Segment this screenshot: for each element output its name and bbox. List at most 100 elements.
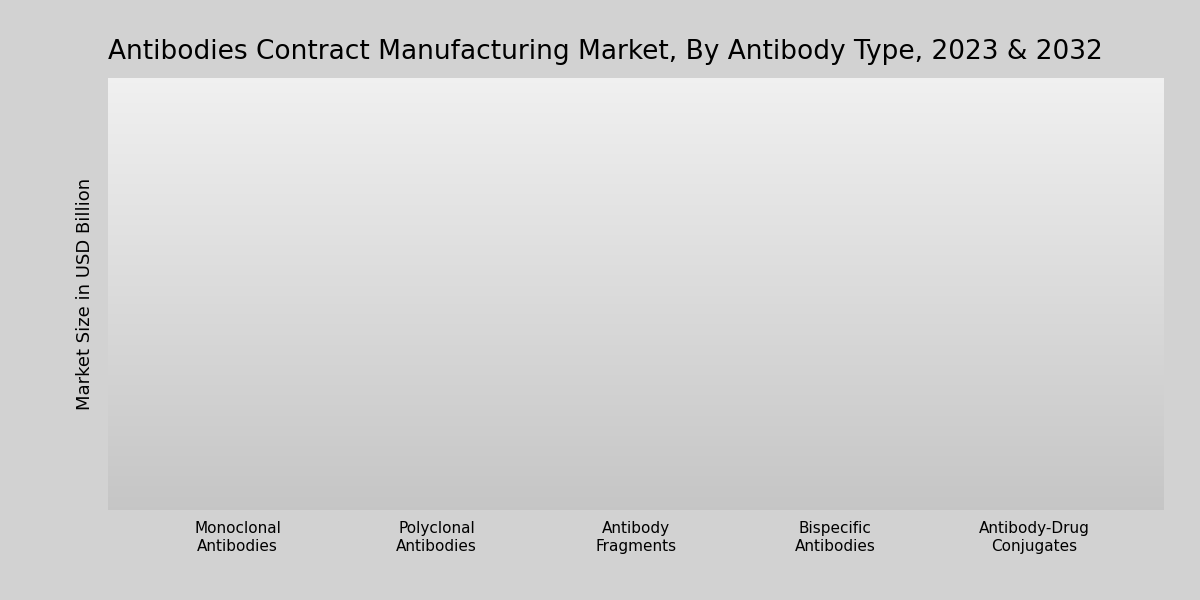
Bar (108, 468, 1164, 469)
Bar (108, 304, 1164, 306)
Bar (108, 371, 1164, 373)
Bar (108, 500, 1164, 502)
Bar (108, 265, 1164, 267)
Y-axis label: Market Size in USD Billion: Market Size in USD Billion (76, 178, 94, 410)
Bar (108, 103, 1164, 105)
Bar (108, 257, 1164, 259)
Bar (108, 120, 1164, 122)
Bar (108, 163, 1164, 164)
Bar (108, 122, 1164, 124)
Bar (108, 176, 1164, 178)
Bar (974, 485, 1034, 510)
Bar (108, 127, 1164, 128)
Bar (108, 215, 1164, 217)
Bar (108, 188, 1164, 190)
Bar (108, 169, 1164, 171)
Bar (108, 328, 1164, 329)
Bar (108, 262, 1164, 263)
Bar (576, 494, 636, 510)
Bar (108, 427, 1164, 429)
Bar (108, 286, 1164, 287)
Bar (108, 83, 1164, 85)
Bar (108, 352, 1164, 353)
Bar (108, 142, 1164, 144)
Bar (108, 164, 1164, 166)
Bar (238, 125, 298, 510)
Bar (108, 154, 1164, 155)
Bar (108, 395, 1164, 397)
Bar (108, 409, 1164, 410)
Bar (108, 478, 1164, 479)
Bar (108, 130, 1164, 132)
Bar (108, 167, 1164, 169)
Bar (108, 115, 1164, 117)
Bar (108, 382, 1164, 383)
Bar (108, 343, 1164, 344)
Bar (108, 140, 1164, 142)
Bar (108, 193, 1164, 194)
Bar (108, 205, 1164, 206)
Bar (108, 370, 1164, 371)
Bar (108, 483, 1164, 485)
Bar (108, 437, 1164, 439)
Bar (108, 390, 1164, 392)
Bar (108, 471, 1164, 473)
Bar (108, 284, 1164, 286)
Bar (108, 149, 1164, 151)
Bar (108, 107, 1164, 109)
Bar (108, 217, 1164, 218)
Bar (108, 277, 1164, 279)
Bar (108, 306, 1164, 307)
Bar (108, 181, 1164, 182)
Bar (108, 385, 1164, 387)
Bar (108, 191, 1164, 193)
Bar (108, 365, 1164, 367)
Bar (108, 496, 1164, 498)
Bar (108, 274, 1164, 275)
Bar (108, 263, 1164, 265)
Bar (108, 292, 1164, 294)
Bar (108, 221, 1164, 223)
Bar (108, 159, 1164, 161)
Bar (108, 363, 1164, 365)
Bar (108, 209, 1164, 211)
Bar (1034, 461, 1094, 510)
Bar (108, 490, 1164, 491)
Bar (108, 201, 1164, 203)
Bar (108, 203, 1164, 205)
Bar (108, 307, 1164, 309)
Bar (108, 91, 1164, 93)
Bar (108, 190, 1164, 191)
Bar (108, 299, 1164, 301)
Bar (108, 323, 1164, 325)
Bar (108, 451, 1164, 452)
Bar (108, 321, 1164, 323)
Bar (108, 508, 1164, 510)
Bar (108, 407, 1164, 409)
Bar (108, 233, 1164, 235)
Bar (108, 341, 1164, 343)
Bar (108, 317, 1164, 319)
Bar (108, 218, 1164, 220)
Bar (636, 480, 696, 510)
Bar (108, 356, 1164, 358)
Bar (108, 178, 1164, 179)
Bar (108, 100, 1164, 101)
Bar (108, 118, 1164, 120)
Bar (108, 368, 1164, 370)
Bar (108, 179, 1164, 181)
Bar (108, 294, 1164, 296)
Bar (108, 166, 1164, 167)
Bar (108, 194, 1164, 196)
Bar (108, 136, 1164, 137)
Bar (108, 375, 1164, 377)
Bar (108, 182, 1164, 184)
Bar (108, 269, 1164, 271)
Bar (108, 85, 1164, 86)
Bar (108, 417, 1164, 419)
Bar (108, 475, 1164, 476)
Text: 11.02: 11.02 (145, 282, 202, 300)
Bar (108, 377, 1164, 379)
Bar (108, 211, 1164, 213)
Bar (108, 481, 1164, 483)
